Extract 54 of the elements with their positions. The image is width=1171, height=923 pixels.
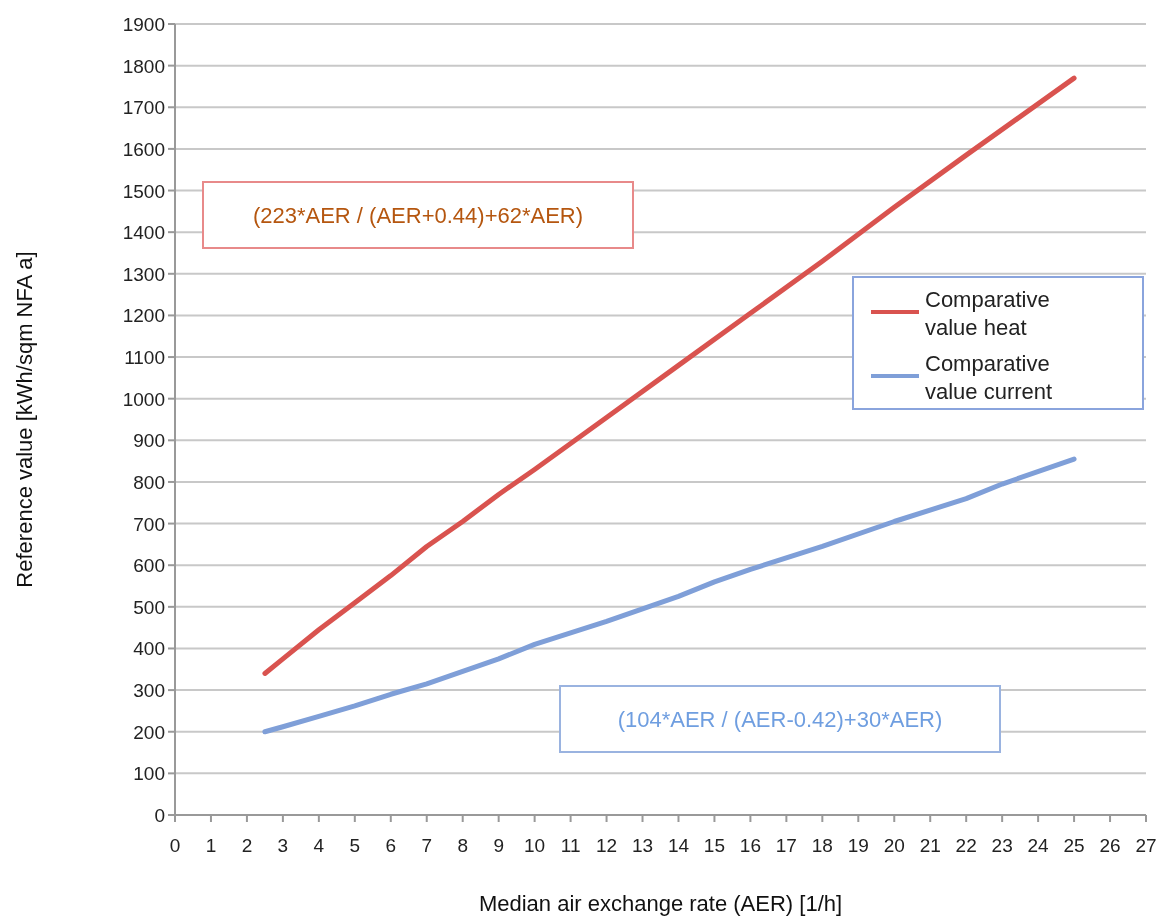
x-tick-label: 23 [991, 835, 1013, 856]
y-tick-label: 1700 [122, 97, 165, 119]
legend-label: Comparative value heat [925, 287, 1050, 340]
x-tick-label: 19 [847, 835, 869, 856]
x-tick-label: 15 [703, 835, 726, 856]
annotation: (223*AER / (AER+0.44)+62*AER) [252, 203, 584, 228]
y-tick-label: 1900 [122, 14, 165, 35]
y-tick-label: 900 [133, 430, 165, 452]
x-tick-label: 4 [313, 835, 325, 856]
y-tick-label: 1500 [122, 180, 165, 202]
x-tick-label: 11 [560, 835, 581, 856]
x-tick-label: 2 [241, 835, 253, 856]
y-tick-label: 200 [133, 721, 165, 743]
x-tick-label: 9 [493, 835, 504, 856]
x-tick-label: 25 [1063, 835, 1085, 856]
annotation: (104*AER / (AER-0.42)+30*AER) [617, 707, 943, 732]
y-tick-label: 1600 [122, 138, 165, 160]
x-tick-label: 22 [955, 835, 977, 856]
y-tick-label: 100 [133, 763, 165, 785]
x-tick-label: 24 [1027, 835, 1050, 856]
x-tick-label: 7 [421, 835, 433, 856]
x-tick-label: 26 [1099, 835, 1121, 856]
x-tick-label: 17 [775, 835, 797, 856]
legend-label: Comparative value current [925, 351, 1053, 404]
x-tick-label: 5 [349, 835, 361, 856]
y-tick-label: 1200 [122, 305, 165, 327]
y-axis-title: Reference value [kWh/sqm NFA a] [12, 251, 37, 588]
x-tick-label: 6 [385, 835, 397, 856]
x-tick-label: 10 [524, 835, 546, 856]
x-tick-label: 18 [811, 835, 833, 856]
x-tick-label: 3 [277, 835, 289, 856]
y-tick-label: 1100 [124, 347, 165, 369]
y-tick-label: 800 [133, 471, 165, 493]
x-tick-label: 27 [1135, 835, 1157, 856]
y-tick-label: 400 [133, 638, 165, 660]
y-tick-label: 1300 [122, 263, 165, 285]
x-tick-label: 13 [631, 835, 654, 856]
y-tick-label: 700 [133, 513, 165, 535]
y-tick-label: 500 [133, 596, 165, 618]
x-tick-label: 20 [883, 835, 905, 856]
x-axis-title: Median air exchange rate (AER) [1/h] [478, 891, 843, 916]
x-tick-label: 1 [205, 835, 217, 856]
y-tick-label: 1000 [122, 388, 165, 410]
x-tick-label: 12 [595, 835, 618, 856]
x-tick-label: 0 [169, 835, 181, 856]
y-tick-label: 600 [133, 555, 165, 577]
x-tick-label: 16 [739, 835, 761, 856]
y-tick-label: 1800 [122, 55, 165, 77]
y-tick-label: 0 [154, 805, 165, 826]
x-tick-label: 21 [919, 835, 941, 856]
x-tick-label: 14 [667, 835, 690, 856]
x-tick-label: 8 [457, 835, 468, 856]
y-tick-label: 300 [133, 680, 165, 702]
y-tick-label: 1400 [122, 222, 165, 244]
